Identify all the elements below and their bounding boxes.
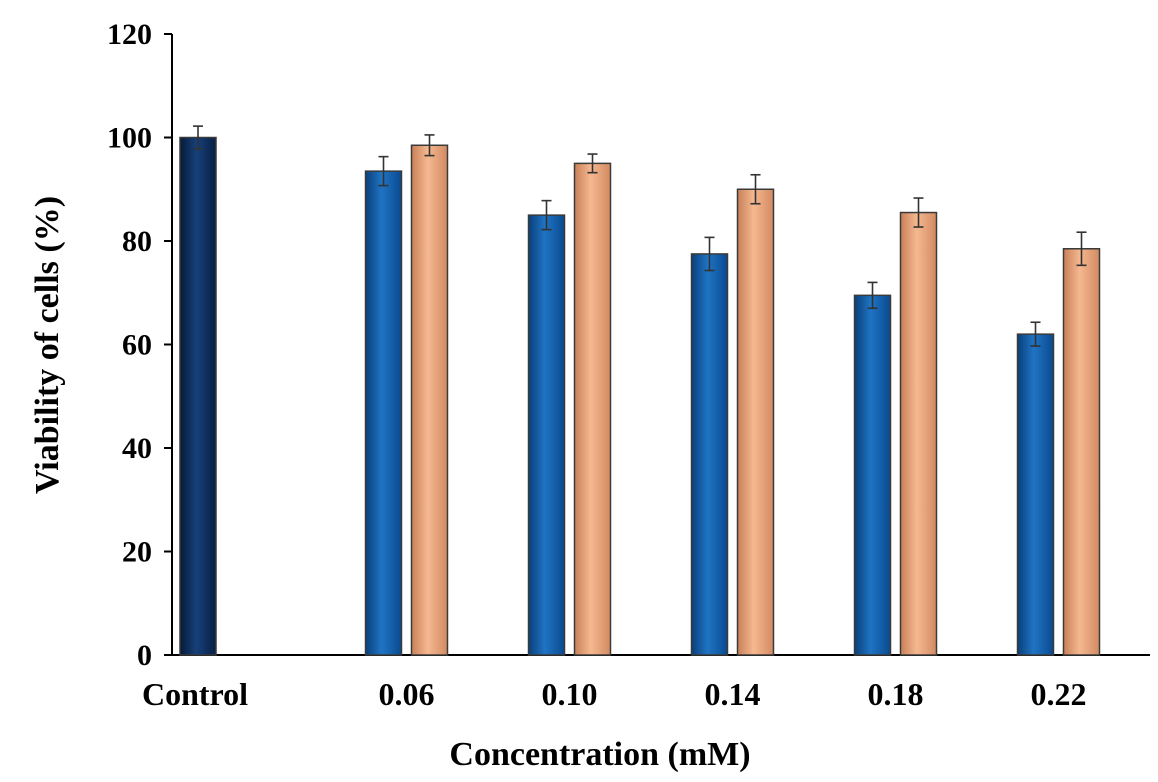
bar [527,214,566,656]
bar [410,144,449,656]
bar [1062,248,1101,656]
chart-marks: 0 20 40 60 80 100 120 Control 0.06 0.10 0.14 0.18 0.… [107,18,1150,712]
y-tick-label: 80 [122,225,152,258]
bar [690,253,729,656]
x-axis-title: Concentration (mM) [449,736,750,773]
bar [573,162,612,656]
y-axis-title: Viability of cells (%) [29,196,66,494]
x-tick-label: Control [142,676,248,712]
x-tick-label: 0.22 [1031,676,1087,712]
y-tick-label: 120 [107,18,152,51]
bar [1016,333,1055,656]
y-tick-label: 100 [107,122,152,155]
bar [853,294,892,656]
y-tick-label: 60 [122,329,152,362]
bar [736,188,775,656]
y-tick-label: 40 [122,432,152,465]
y-tick-label: 20 [122,536,152,569]
bar [364,170,403,656]
bar [899,211,938,656]
x-tick-label: 0.18 [868,676,924,712]
bar [179,136,217,656]
x-tick-label: 0.14 [705,676,761,712]
x-tick-label: 0.06 [379,676,435,712]
x-tick-label: 0.10 [542,676,598,712]
y-tick-label: 0 [137,639,152,672]
